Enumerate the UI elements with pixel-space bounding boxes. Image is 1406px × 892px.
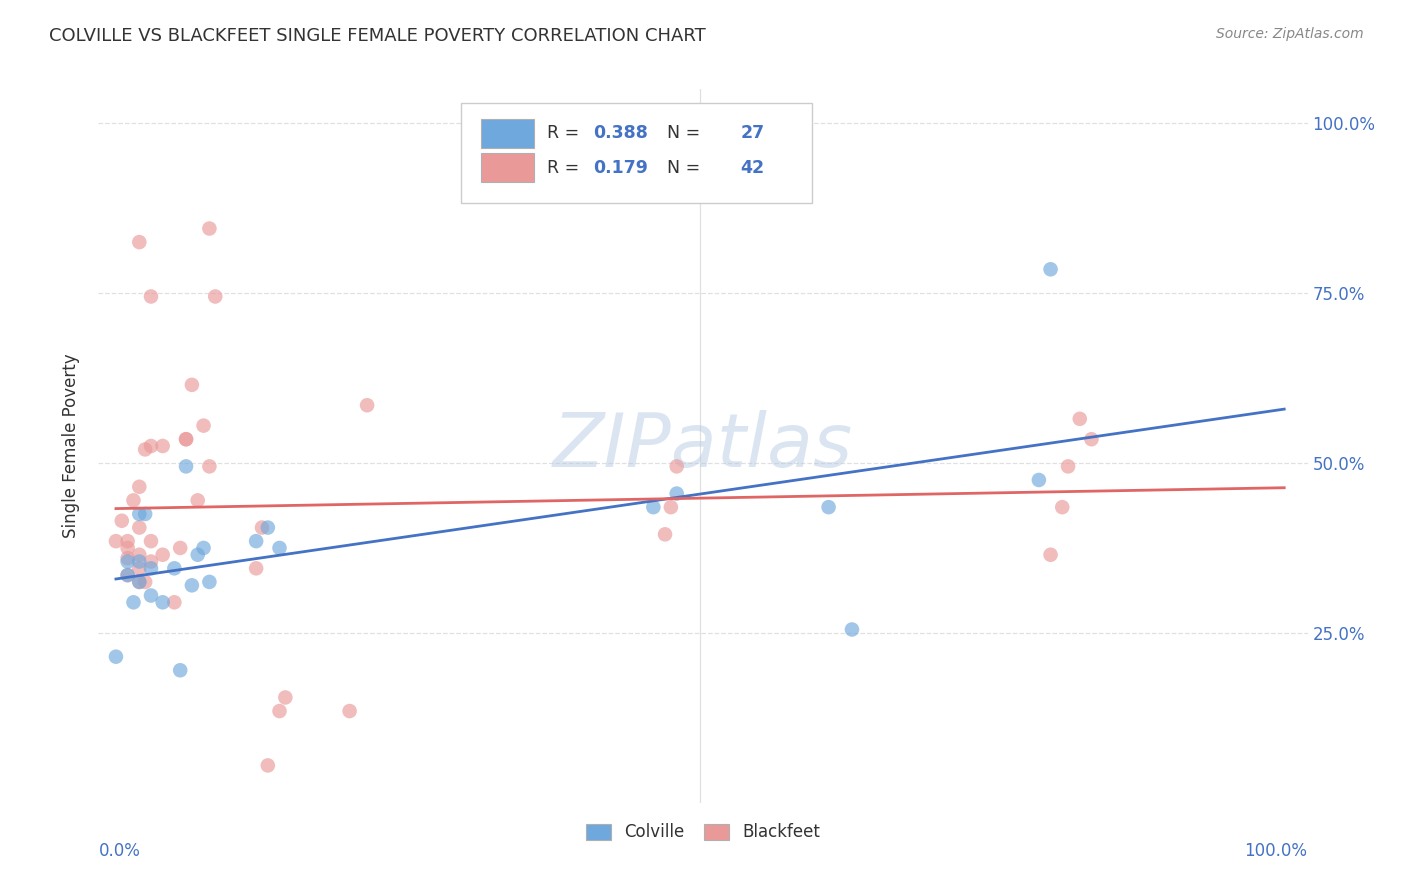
Point <box>169 663 191 677</box>
Point <box>128 520 150 534</box>
Text: 0.179: 0.179 <box>593 159 648 177</box>
Point <box>174 459 197 474</box>
Point <box>134 442 156 457</box>
Point <box>256 520 278 534</box>
Text: R =: R = <box>547 125 585 143</box>
Point <box>152 548 174 562</box>
Point <box>128 574 150 589</box>
Point <box>117 551 139 566</box>
Point <box>665 486 688 500</box>
Text: 0.0%: 0.0% <box>98 842 141 860</box>
Point <box>659 500 682 515</box>
Point <box>269 704 291 718</box>
Point <box>117 555 139 569</box>
Text: N =: N = <box>655 159 706 177</box>
Point <box>1039 548 1062 562</box>
Text: N =: N = <box>655 125 706 143</box>
Point <box>1028 473 1050 487</box>
Point <box>128 561 150 575</box>
Point <box>1039 262 1062 277</box>
Point <box>117 534 139 549</box>
Point <box>665 459 688 474</box>
Point <box>117 568 139 582</box>
Point <box>104 534 127 549</box>
Point <box>198 574 221 589</box>
Text: COLVILLE VS BLACKFEET SINGLE FEMALE POVERTY CORRELATION CHART: COLVILLE VS BLACKFEET SINGLE FEMALE POVE… <box>49 27 706 45</box>
Point <box>128 555 150 569</box>
Point <box>1069 412 1091 426</box>
Point <box>245 534 267 549</box>
Point <box>128 548 150 562</box>
Point <box>193 541 215 555</box>
Text: 0.388: 0.388 <box>593 125 648 143</box>
Point <box>180 377 202 392</box>
Point <box>128 507 150 521</box>
Point <box>139 589 162 603</box>
Point <box>117 541 139 555</box>
Point <box>163 561 186 575</box>
Point <box>1052 500 1074 515</box>
Point <box>817 500 839 515</box>
Text: ZIPatlas: ZIPatlas <box>553 410 853 482</box>
Point <box>134 574 156 589</box>
Point <box>356 398 378 412</box>
Point <box>152 439 174 453</box>
Point <box>163 595 186 609</box>
Point <box>250 520 273 534</box>
Text: 27: 27 <box>741 125 765 143</box>
Point <box>128 480 150 494</box>
Point <box>139 561 162 575</box>
Point <box>204 289 226 303</box>
Point <box>256 758 278 772</box>
Point <box>187 548 209 562</box>
FancyBboxPatch shape <box>481 153 534 182</box>
Point <box>111 514 134 528</box>
Point <box>152 595 174 609</box>
Point <box>269 541 291 555</box>
Point <box>198 221 221 235</box>
Point <box>169 541 191 555</box>
Point <box>104 649 127 664</box>
Point <box>139 555 162 569</box>
Point <box>841 623 863 637</box>
Point <box>128 574 150 589</box>
Point <box>274 690 297 705</box>
Point <box>187 493 209 508</box>
Point <box>139 439 162 453</box>
Point <box>643 500 665 515</box>
FancyBboxPatch shape <box>481 120 534 148</box>
Point <box>122 595 145 609</box>
Text: Source: ZipAtlas.com: Source: ZipAtlas.com <box>1216 27 1364 41</box>
Point <box>1057 459 1080 474</box>
Point <box>117 568 139 582</box>
Point <box>128 235 150 249</box>
Point <box>122 493 145 508</box>
Point <box>198 459 221 474</box>
FancyBboxPatch shape <box>461 103 811 203</box>
Point <box>339 704 361 718</box>
Point <box>193 418 215 433</box>
Point <box>654 527 676 541</box>
Legend: Colville, Blackfeet: Colville, Blackfeet <box>579 817 827 848</box>
Point <box>174 432 197 446</box>
Point <box>1080 432 1102 446</box>
Text: R =: R = <box>547 159 585 177</box>
Text: 42: 42 <box>741 159 765 177</box>
Text: 100.0%: 100.0% <box>1244 842 1308 860</box>
Point <box>174 432 197 446</box>
Y-axis label: Single Female Poverty: Single Female Poverty <box>62 354 80 538</box>
Point <box>245 561 267 575</box>
Point <box>180 578 202 592</box>
Point <box>139 289 162 303</box>
Point <box>134 507 156 521</box>
Point <box>139 534 162 549</box>
